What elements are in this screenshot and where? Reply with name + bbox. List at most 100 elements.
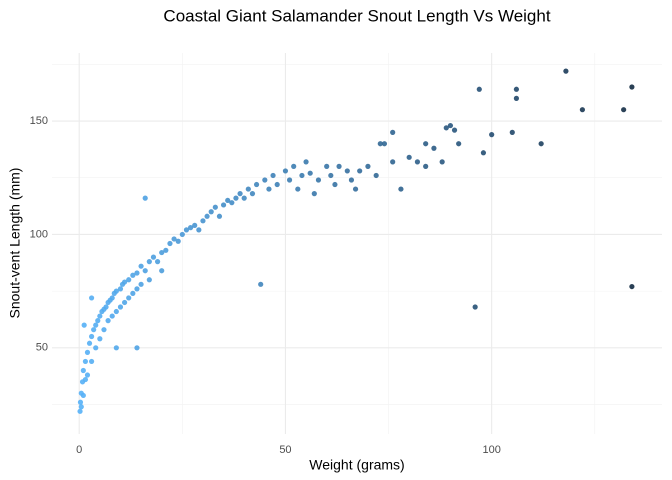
point [253, 181, 260, 188]
point [348, 177, 355, 183]
point [324, 163, 330, 169]
point [509, 129, 515, 135]
point [579, 107, 585, 113]
y-tick-label: 100 [30, 228, 48, 240]
point [97, 313, 103, 319]
point [513, 86, 520, 92]
point [629, 283, 635, 290]
point [489, 132, 495, 138]
point [142, 195, 148, 201]
chart-title: Coastal Giant Salamander Snout Length Vs… [163, 6, 550, 25]
point [121, 279, 128, 285]
point [146, 259, 152, 265]
point [196, 227, 202, 233]
point [439, 159, 445, 165]
point [77, 408, 83, 414]
x-tick-label: 50 [279, 444, 291, 456]
point [91, 327, 97, 333]
point [179, 231, 185, 238]
point [159, 249, 165, 256]
point [113, 308, 119, 315]
x-tick-label: 0 [76, 444, 82, 456]
point [109, 295, 115, 301]
point [142, 268, 148, 274]
point [245, 186, 251, 192]
point [344, 168, 350, 174]
points [77, 68, 635, 414]
point [476, 86, 482, 92]
point [431, 145, 437, 151]
point [258, 281, 264, 287]
point [406, 154, 412, 160]
point [377, 141, 383, 147]
point [121, 299, 128, 306]
point [336, 163, 342, 169]
point [134, 345, 140, 351]
point [150, 254, 157, 260]
point [456, 141, 462, 147]
point [274, 181, 280, 188]
point [451, 127, 458, 133]
point [229, 200, 235, 206]
point [390, 159, 396, 165]
point [282, 168, 289, 174]
point [472, 304, 478, 310]
point [84, 372, 91, 378]
point [563, 68, 569, 74]
point [80, 392, 86, 399]
point [175, 238, 181, 244]
point [332, 181, 338, 188]
point [130, 272, 136, 278]
point [95, 318, 101, 324]
point [138, 263, 144, 269]
point [171, 236, 177, 242]
point [328, 172, 334, 179]
point [311, 191, 317, 197]
x-axis-title: Weight (grams) [309, 457, 404, 473]
point [423, 163, 429, 169]
point [93, 322, 99, 328]
point [146, 277, 152, 283]
point [154, 259, 161, 265]
point [398, 186, 404, 192]
point [373, 172, 379, 179]
point [225, 197, 231, 204]
point [357, 168, 363, 174]
point [307, 170, 313, 176]
point [105, 318, 111, 324]
point [126, 277, 132, 283]
point [291, 163, 297, 169]
point [101, 327, 107, 333]
y-tick-label: 50 [36, 342, 48, 354]
point [78, 404, 84, 410]
point [262, 177, 268, 183]
point [88, 358, 95, 365]
point [86, 340, 93, 346]
point [93, 345, 99, 351]
point [249, 191, 256, 197]
point [414, 159, 421, 165]
point [159, 268, 165, 274]
y-axis-title: Snout-vent Length (mm) [7, 168, 23, 319]
point [237, 191, 243, 197]
point [220, 202, 227, 208]
point [192, 222, 198, 228]
point [513, 95, 520, 101]
point [82, 376, 89, 383]
point [286, 177, 293, 183]
point [423, 141, 429, 147]
point [365, 163, 371, 169]
point [117, 304, 124, 310]
point [241, 195, 247, 201]
point [295, 186, 301, 192]
point [303, 159, 309, 165]
point [81, 322, 87, 328]
point [126, 295, 132, 301]
point [266, 186, 272, 192]
point [130, 290, 136, 296]
point [109, 313, 115, 319]
grid [52, 53, 662, 434]
point [443, 125, 449, 131]
point [315, 177, 322, 183]
